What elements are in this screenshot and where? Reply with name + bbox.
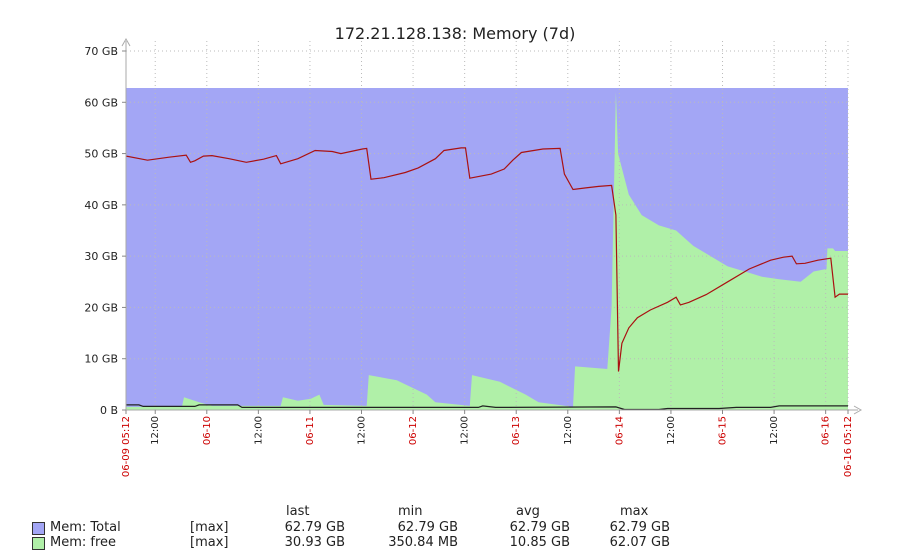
y-axis-ticks: 0 B 10 GB 20 GB 30 GB 40 GB 50 GB 60 GB 70 GB: [84, 45, 126, 417]
y-tick-label: 20 GB: [84, 301, 118, 314]
legend-avg: 62.79 GB: [509, 520, 570, 535]
legend-header-last: last: [286, 504, 310, 519]
x-tick-label: 06-11: [305, 416, 316, 445]
legend-swatch-free: [32, 537, 45, 550]
legend-header-avg: avg: [516, 504, 540, 519]
legend-last: 62.79 GB: [284, 520, 345, 535]
series-lines: [125, 147, 848, 411]
x-axis-ticks: 06-09 05:12 12:00 06-10 12:00 06-11 12:00 06-1…: [121, 410, 854, 477]
x-axis-arrow: [853, 405, 863, 415]
y-axis-arrow: [121, 37, 131, 47]
x-tick-label: 12:00: [563, 416, 574, 445]
legend-last: 30.93 GB: [284, 535, 345, 550]
chart-title: 172.21.128.138: Memory (7d): [335, 24, 576, 43]
y-tick-label: 60 GB: [84, 96, 118, 109]
x-tick-label: 06-16: [821, 416, 832, 445]
legend-name: Mem: free: [50, 535, 117, 550]
legend-min: 350.84 MB: [388, 535, 458, 550]
area-mem-free: [126, 92, 848, 410]
x-tick-label: 12:00: [460, 416, 471, 445]
legend-max: 62.79 GB: [609, 520, 670, 535]
x-tick-label: 06-15: [718, 416, 729, 445]
y-tick-label: 40 GB: [84, 199, 118, 212]
x-tick-label: 06-12: [408, 416, 419, 445]
x-tick-label: 06-14: [614, 416, 625, 445]
y-tick-label: 50 GB: [84, 148, 118, 161]
legend-name: Mem: Total: [50, 520, 121, 535]
grid-lines: [126, 41, 849, 410]
x-tick-label: 12:00: [357, 416, 368, 445]
x-tick-label: 12:00: [666, 416, 677, 445]
y-tick-label: 70 GB: [84, 45, 118, 58]
legend-swatch-total: [32, 522, 45, 535]
x-tick-label: 12:00: [769, 416, 780, 445]
x-tick-label: 06-09 05:12: [121, 416, 132, 477]
x-tick-label: 06-10: [202, 416, 213, 445]
legend-func: [max]: [190, 535, 229, 550]
y-tick-label: 30 GB: [84, 250, 118, 263]
series-areas: [126, 88, 848, 410]
legend-header-max: max: [620, 504, 649, 519]
legend-min: 62.79 GB: [397, 520, 458, 535]
line-series-1: [126, 404, 848, 411]
y-tick-label: 0 B: [100, 404, 118, 417]
x-tick-label: 06-16 05:12: [843, 416, 854, 477]
legend-max: 62.07 GB: [609, 535, 670, 550]
x-tick-label: 12:00: [150, 416, 161, 445]
y-tick-label: 10 GB: [84, 353, 118, 366]
x-tick-label: 12:00: [253, 416, 264, 445]
x-tick-label: 06-13: [511, 416, 522, 445]
legend-avg: 10.85 GB: [509, 535, 570, 550]
line-series-0: [125, 147, 848, 372]
legend-func: [max]: [190, 520, 229, 535]
legend-header-min: min: [398, 504, 423, 519]
